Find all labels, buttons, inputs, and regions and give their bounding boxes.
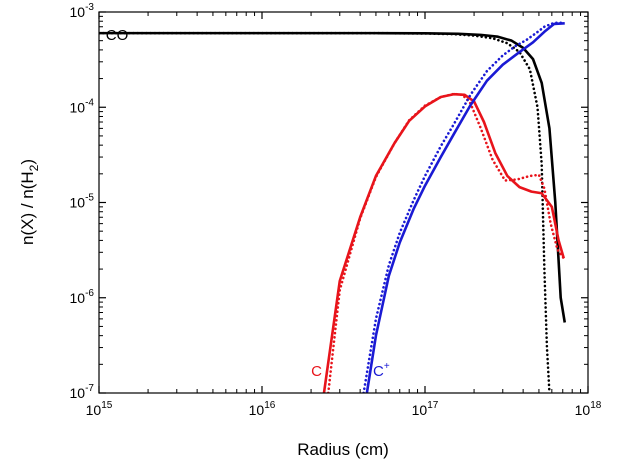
y-axis-label-sub: 2 (27, 164, 41, 171)
x-tick-label-base: 10 (86, 402, 102, 418)
x-tick-label-base: 10 (249, 402, 265, 418)
species-label-sup: + (384, 361, 390, 372)
species-label-2: C+ (373, 361, 390, 380)
y-tick-label-exp: -3 (85, 2, 94, 13)
y-tick-label-exp: -6 (85, 288, 94, 299)
x-tick-label-base: 10 (575, 402, 591, 418)
species-label-text: C (373, 363, 384, 380)
label-layer: COC C+ (106, 27, 390, 380)
plot-frame (98, 11, 589, 394)
x-tick-label-base: 10 (412, 402, 428, 418)
series-line-2 (322, 92, 566, 393)
x-tick-label-exp: 18 (590, 400, 602, 411)
series-line-1 (99, 31, 551, 393)
y-tick-label-exp: -4 (85, 97, 94, 108)
x-tick-label: 1016 (249, 400, 276, 418)
x-tick-label: 1017 (412, 400, 439, 418)
y-axis-label-main: n(X) / n(H (18, 171, 37, 245)
species-label-0: CO (106, 27, 129, 44)
y-tick-label-exp: -5 (85, 193, 94, 204)
y-tick-label-exp: -7 (85, 383, 94, 394)
series-line-5 (362, 21, 567, 393)
y-axis-label-close: ) (18, 159, 37, 165)
x-tick-label-exp: 17 (427, 400, 439, 411)
y-tick-label-base: 10 (70, 99, 86, 115)
y-tick-label: 10-7 (70, 383, 95, 401)
series-layer (99, 21, 567, 393)
y-tick-label: 10-4 (70, 97, 95, 115)
species-label-text: CO (106, 27, 129, 44)
y-tick-label: 10-3 (70, 2, 95, 20)
x-tick-label-exp: 16 (264, 400, 276, 411)
y-tick-label: 10-5 (70, 193, 95, 211)
series-line-0 (99, 31, 567, 323)
species-label-text: C (311, 363, 322, 380)
x-axis-label: Radius (cm) (297, 440, 389, 459)
series-line-3 (326, 92, 566, 393)
x-tick-label: 1015 (86, 400, 113, 418)
y-tick-label-base: 10 (70, 4, 86, 20)
y-tick-label: 10-6 (70, 288, 95, 306)
series-line-4 (365, 22, 565, 393)
species-label-1: C (311, 363, 322, 380)
y-tick-label-base: 10 (70, 290, 86, 306)
x-tick-label-exp: 15 (101, 400, 113, 411)
y-axis-label: n(X) / n(H2) (18, 159, 41, 245)
y-tick-label-base: 10 (70, 385, 86, 401)
x-tick-label: 1018 (575, 400, 602, 418)
y-tick-label-base: 10 (70, 195, 86, 211)
